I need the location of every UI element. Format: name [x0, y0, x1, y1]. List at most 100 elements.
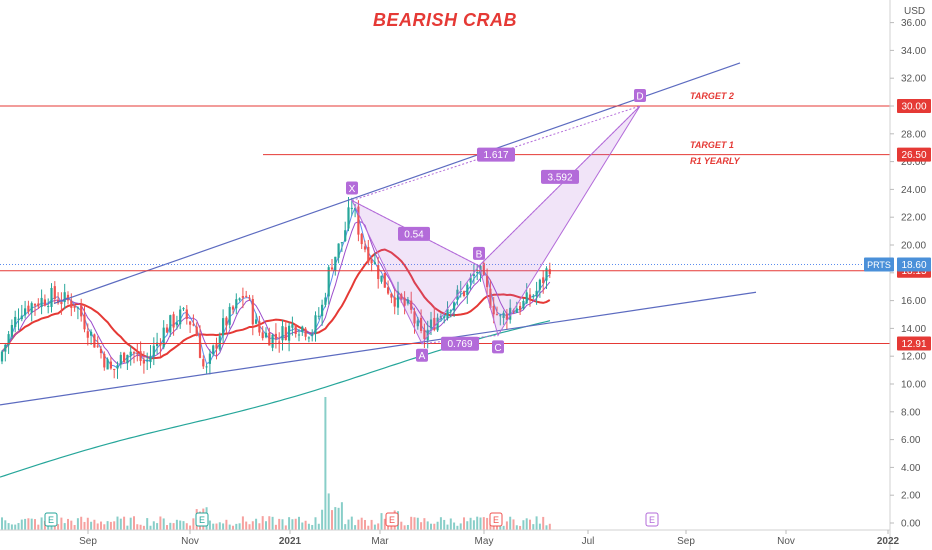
- candle-body: [429, 319, 433, 329]
- volume-bar: [364, 519, 366, 530]
- last-price-badge: [897, 257, 931, 272]
- candle-body: [63, 292, 66, 303]
- volume-bar: [529, 519, 531, 530]
- y-tick-label: 22.00: [901, 213, 926, 224]
- candlesticks: [0, 197, 551, 379]
- candle-body: [179, 309, 182, 325]
- candle-body: [304, 328, 307, 337]
- candle-body: [129, 351, 132, 356]
- pattern-point-label: C: [494, 343, 501, 354]
- candle-body: [347, 207, 350, 229]
- volume-bar: [502, 525, 505, 530]
- pattern-point-badge: [416, 348, 428, 362]
- volume-bar: [103, 524, 106, 530]
- pattern-triangle-xab: [350, 199, 480, 345]
- candle-body: [60, 301, 63, 305]
- volume-bar: [515, 525, 518, 530]
- symbol-badge-text: PRTS: [867, 260, 891, 270]
- candle-body: [505, 313, 508, 320]
- volume-bar: [430, 523, 432, 530]
- volume-bar: [436, 521, 439, 530]
- candle-body: [396, 291, 400, 308]
- candle-body: [519, 305, 522, 311]
- volume-bar: [149, 525, 152, 530]
- volume-bar: [380, 513, 383, 530]
- candle-body: [449, 310, 452, 312]
- candle-body: [248, 297, 251, 299]
- price-level-badge: [897, 147, 931, 162]
- candle-body: [307, 337, 310, 339]
- volume-bar: [159, 516, 162, 530]
- candle-body: [393, 297, 396, 307]
- earnings-marker-label: E: [649, 515, 655, 525]
- candle-body: [10, 325, 13, 337]
- volume-bar: [116, 516, 119, 530]
- candle-body: [261, 332, 264, 339]
- candle-body: [535, 290, 538, 297]
- lower-trendline: [0, 291, 757, 406]
- volume-bar: [136, 524, 139, 530]
- volume-bar: [162, 518, 165, 530]
- candle-body: [24, 308, 27, 316]
- volume-bar: [7, 523, 10, 530]
- volume-bar: [90, 521, 93, 530]
- candle-body: [126, 354, 129, 364]
- volume-bar: [271, 516, 274, 530]
- volume-bar: [119, 518, 122, 530]
- volume-bar: [261, 516, 264, 530]
- candle-body: [453, 302, 456, 311]
- price-axis[interactable]: 0.00 2.00 4.00 6.00 8.00 10.00 12.00 14.00 16.00…: [864, 0, 931, 550]
- volume-bar: [106, 521, 109, 530]
- candle-body: [231, 306, 235, 310]
- candle-body: [222, 318, 225, 336]
- earnings-marker-label: E: [48, 515, 54, 525]
- volume-bar: [307, 523, 310, 530]
- volume-bar: [93, 519, 96, 530]
- candle-body: [423, 329, 426, 339]
- volume-bar: [156, 523, 159, 530]
- candle-body: [53, 286, 56, 299]
- x-tick-label: 2021: [279, 536, 302, 547]
- volume-bar: [360, 517, 363, 530]
- volume-bar: [17, 523, 20, 530]
- volume-bar: [420, 522, 423, 530]
- candle-body: [350, 207, 353, 209]
- time-axis[interactable]: Sep Nov 2021 Mar May Jul Sep Nov 2022: [0, 529, 900, 547]
- candle-body: [103, 353, 106, 368]
- candle-body: [99, 348, 103, 354]
- candle-body: [499, 315, 502, 317]
- candle-body: [380, 275, 383, 282]
- pattern-ratio-badge: [441, 336, 479, 351]
- pattern-point-badge: [492, 340, 504, 354]
- volume-bar: [222, 523, 225, 530]
- volume-bar: [532, 524, 535, 530]
- candle-body: [228, 306, 231, 325]
- candle-body: [436, 317, 439, 331]
- volume-bar: [542, 516, 545, 530]
- volume-bar: [258, 523, 261, 530]
- volume-bar: [294, 518, 297, 530]
- pattern-point-label: X: [349, 184, 356, 195]
- earnings-marker: [489, 512, 503, 527]
- candle-body: [443, 316, 446, 318]
- pattern-point-label: A: [419, 351, 426, 362]
- candle-body: [268, 332, 271, 346]
- candle-body: [288, 325, 291, 341]
- candle-body: [466, 284, 469, 296]
- volume-bar: [443, 519, 446, 530]
- volume-bar: [218, 522, 221, 530]
- candle-body: [383, 272, 386, 288]
- y-tick-label: 26.00: [901, 157, 926, 168]
- candle-body: [255, 319, 258, 324]
- y-tick-label: 10.00: [901, 380, 926, 391]
- candle-body: [495, 314, 499, 316]
- y-tick-label: 2.00: [901, 491, 921, 502]
- candle-body: [502, 312, 505, 318]
- candle-body: [33, 303, 37, 306]
- candle-body: [476, 272, 479, 274]
- candle-body: [17, 318, 20, 320]
- volume-bar: [113, 521, 116, 530]
- candle-body: [321, 304, 324, 317]
- r1-yearly-label: R1 YEARLY: [690, 156, 740, 166]
